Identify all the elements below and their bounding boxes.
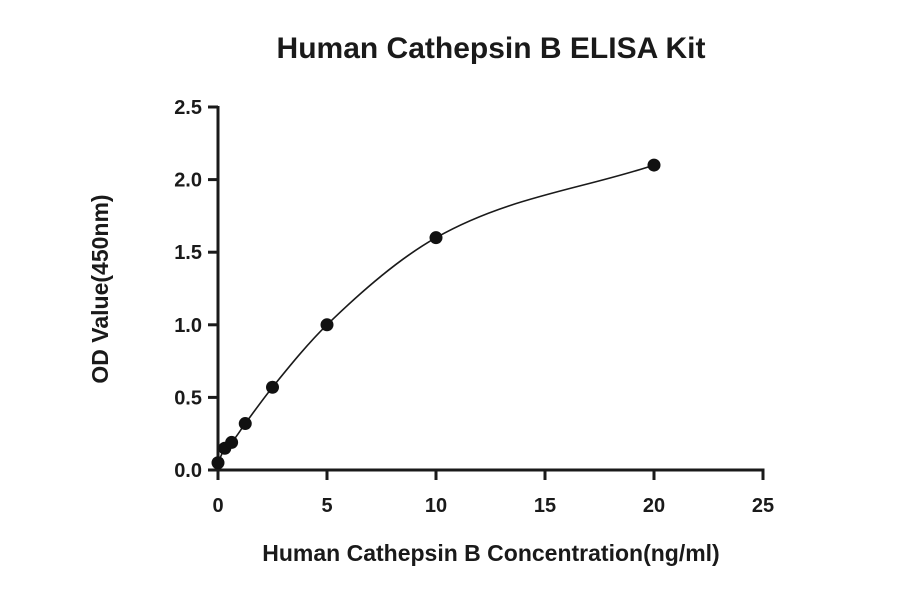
y-axis-label: OD Value(450nm) (87, 194, 113, 383)
data-point (647, 158, 661, 172)
x-axis-label: Human Cathepsin B Concentration(ng/ml) (262, 540, 719, 566)
fit-curve (217, 164, 655, 464)
y-tick-label: 0.0 (174, 460, 202, 482)
y-tick-label: 2.0 (174, 170, 202, 192)
data-point (320, 318, 334, 332)
data-point (238, 417, 252, 431)
y-tick-label: 2.5 (174, 97, 202, 119)
data-point (266, 380, 279, 394)
y-tick-label: 0.5 (174, 387, 202, 409)
x-tick-label: 15 (534, 495, 556, 517)
data-point (225, 435, 239, 449)
y-tick-label: 1.5 (174, 242, 202, 264)
data-points-layer (211, 158, 661, 470)
x-tick-label: 5 (321, 495, 332, 517)
chart-title: Human Cathepsin B ELISA Kit (277, 32, 706, 65)
y-tick-label: 1.0 (174, 315, 202, 337)
data-point (211, 456, 225, 470)
x-tick-label: 25 (752, 495, 774, 517)
data-point (429, 231, 443, 245)
axes: 0 5 10 15 20 25 0.0 0.5 1.0 1.5 2.0 2.5 (174, 97, 774, 517)
fit-curve-layer (217, 164, 655, 464)
x-tick-label: 10 (425, 495, 447, 517)
x-tick-label: 20 (643, 495, 665, 517)
x-tick-label: 0 (212, 495, 223, 517)
